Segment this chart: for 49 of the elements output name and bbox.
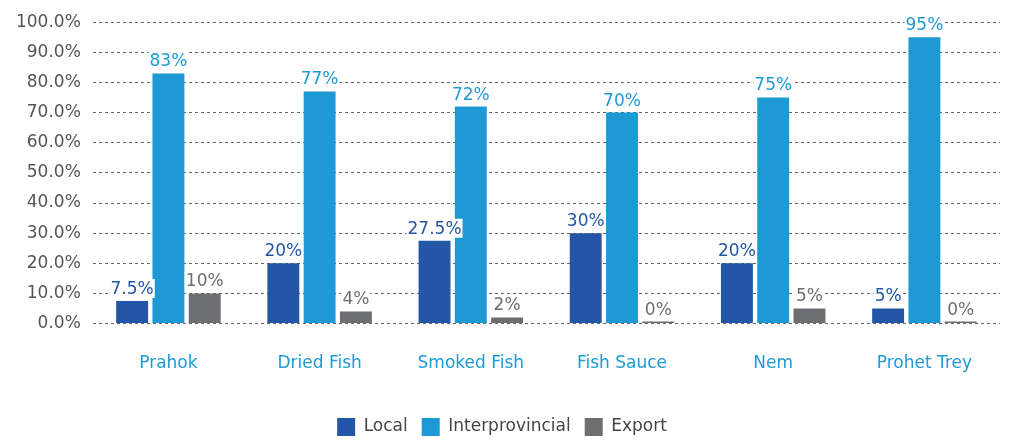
data-label: 7.5% [110, 277, 154, 298]
data-label: 20% [264, 240, 303, 261]
data-label: 75% [754, 74, 793, 95]
data-label: 10% [185, 270, 224, 291]
y-tick-label: 40.0% [26, 191, 81, 212]
data-label: 0% [947, 298, 975, 319]
x-tick-label: Smoked Fish [417, 352, 525, 373]
bar [908, 37, 941, 324]
data-label: 83% [149, 50, 188, 71]
y-tick-label: 50.0% [26, 161, 81, 182]
y-tick-label: 80.0% [26, 70, 81, 91]
bar [418, 240, 451, 324]
y-tick-label: 10.0% [26, 281, 81, 302]
x-tick-label: Fish Sauce [576, 352, 668, 373]
bar [152, 73, 185, 324]
bar [720, 263, 753, 324]
data-label: 70% [603, 89, 641, 110]
data-label: 20% [718, 240, 756, 261]
x-tick-label: Dried Fish [277, 352, 362, 373]
bar [267, 263, 300, 324]
y-tick-label: 60.0% [26, 131, 81, 152]
bar [116, 301, 149, 324]
data-label: 77% [300, 68, 339, 89]
bar [872, 308, 905, 324]
legend-label: Interprovincial [448, 415, 571, 436]
data-label: 0% [644, 298, 672, 319]
data-label: 27.5% [407, 217, 462, 238]
bar [757, 97, 790, 324]
legend-label: Local [363, 415, 408, 436]
y-tick-label: 30.0% [26, 221, 81, 242]
data-label: 5% [874, 285, 902, 306]
y-tick-label: 100.0% [15, 10, 81, 31]
x-tick-label: Prahok [139, 352, 198, 373]
data-label: 4% [342, 288, 370, 309]
data-label: 72% [451, 83, 490, 104]
x-tick-label: Prohet Trey [876, 352, 973, 373]
x-tick-label: Nem [753, 352, 794, 373]
bar [606, 112, 638, 324]
y-tick-label: 0.0% [37, 312, 81, 333]
legend-label: Export [611, 415, 668, 436]
y-tick-label: 70.0% [26, 101, 81, 122]
bar [303, 91, 336, 324]
bar [569, 233, 602, 324]
data-label: 2% [493, 294, 521, 315]
y-tick-label: 90.0% [26, 40, 81, 61]
y-tick-label: 20.0% [26, 251, 81, 272]
data-label: 5% [796, 285, 823, 306]
data-label: 30% [566, 210, 605, 231]
data-label: 95% [905, 14, 944, 35]
